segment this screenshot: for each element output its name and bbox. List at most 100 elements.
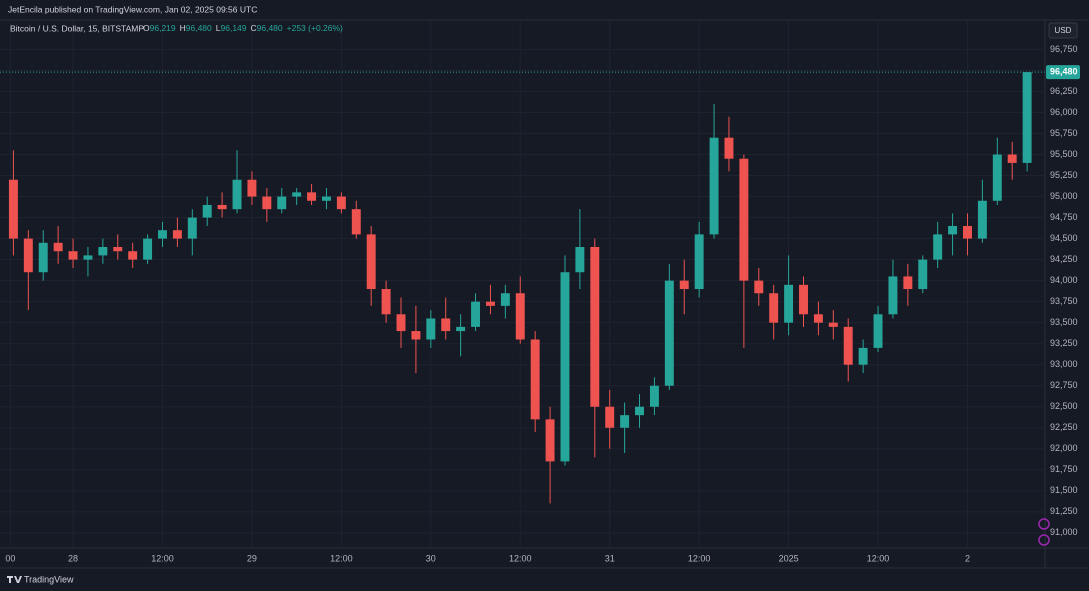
candle-body: [679, 280, 689, 290]
y-tick-label: 91,000: [1050, 527, 1078, 537]
candle-body: [68, 251, 78, 260]
y-tick-label: 91,500: [1050, 485, 1078, 495]
candle-body: [321, 196, 331, 201]
candle-body: [351, 209, 361, 235]
candle-body: [381, 289, 391, 315]
candle-body: [187, 217, 197, 239]
y-tick-label: 96,250: [1050, 86, 1078, 96]
x-tick-label: 2025: [779, 553, 799, 563]
y-tick-label: 94,250: [1050, 254, 1078, 264]
candle-body: [635, 406, 644, 416]
candle-body: [232, 179, 242, 210]
candle-body: [426, 318, 436, 340]
brand-logo: [7, 576, 22, 583]
candle-body: [888, 276, 898, 315]
candle-body: [411, 331, 421, 340]
candle-body: [694, 234, 704, 290]
event-icon[interactable]: [1038, 518, 1050, 530]
candle-body: [530, 339, 540, 420]
candle-body: [38, 242, 48, 273]
candle-body: [605, 406, 615, 428]
y-tick-label: 95,500: [1050, 149, 1078, 159]
legend-change: +253 (+0.26%): [287, 23, 343, 33]
candle-body: [441, 318, 451, 332]
candle-body: [873, 314, 883, 348]
candle-body: [590, 247, 600, 407]
candle-body: [620, 415, 630, 428]
candle-body: [217, 204, 227, 210]
y-tick-label: 91,250: [1050, 506, 1078, 516]
plot-layer: 91,000 91,250 91,500 91,750 92,000 92,250 92,5…: [0, 20, 1080, 563]
candle-body: [977, 200, 987, 239]
candle-body: [202, 204, 212, 218]
published-note: JetEncila published on TradingView.com, …: [8, 4, 257, 14]
legend-value: 96,480: [186, 23, 212, 33]
y-tick-label: 91,750: [1050, 464, 1078, 474]
candle-body: [336, 196, 346, 210]
candle-body: [53, 242, 63, 252]
candle-body: [262, 196, 272, 210]
x-tick-label: 29: [247, 553, 257, 563]
candle-body: [858, 347, 868, 365]
y-tick-label: 96,750: [1050, 44, 1078, 54]
candle-body: [545, 419, 555, 462]
currency-button[interactable]: [1048, 22, 1078, 39]
candle-body: [1022, 72, 1032, 163]
candle-body: [769, 293, 779, 323]
candle-body: [113, 247, 123, 252]
candle-body: [903, 276, 913, 290]
candle-body: [739, 158, 749, 281]
y-tick-label: 93,500: [1050, 317, 1078, 327]
candle-body: [366, 234, 376, 290]
candle-body: [456, 326, 466, 332]
x-tick-label: 2: [965, 553, 970, 563]
legend-key: C: [251, 23, 257, 33]
candle-body: [158, 230, 167, 239]
last-price-label: 96,480: [1050, 67, 1078, 77]
legend-key: L: [216, 23, 221, 33]
candle-body: [1007, 154, 1017, 163]
y-tick-label: 95,000: [1050, 191, 1078, 201]
y-tick-label: 93,750: [1050, 296, 1078, 306]
y-tick-label: 93,000: [1050, 359, 1078, 369]
y-tick-label: 95,750: [1050, 128, 1078, 138]
event-icon[interactable]: [1038, 534, 1050, 546]
candle-body: [709, 137, 719, 235]
x-tick-label: 30: [426, 553, 436, 563]
candle-body: [23, 238, 33, 273]
legend-value: 96,219: [150, 23, 176, 33]
y-tick-label: 92,500: [1050, 401, 1078, 411]
y-tick-label: 92,250: [1050, 422, 1078, 432]
candle-body: [754, 280, 764, 294]
candle-body: [143, 238, 153, 260]
y-tick-label: 94,500: [1050, 233, 1078, 243]
legend-value: 96,480: [257, 23, 283, 33]
candle-body: [784, 284, 794, 323]
candle-body: [948, 225, 958, 235]
candle-body: [471, 301, 481, 327]
legend-key: H: [180, 23, 186, 33]
x-tick-label: 12:00: [688, 553, 711, 563]
candle-body: [575, 247, 585, 273]
candle-body: [813, 314, 823, 323]
x-tick-label: 31: [605, 553, 615, 563]
candle-body: [500, 293, 510, 306]
ohlc-legend: O96,219 H96,480 L96,149 C96,480 +253 (+0.26%…: [143, 23, 343, 33]
legend-key: O: [143, 23, 150, 33]
candle-body: [396, 314, 406, 332]
x-tick-label: 12:00: [867, 553, 890, 563]
y-tick-label: 93,250: [1050, 338, 1078, 348]
currency-label[interactable]: USD: [1055, 26, 1072, 35]
last-price-tag: [1046, 65, 1080, 80]
candle-body: [8, 179, 18, 239]
candle-body: [172, 230, 182, 239]
x-tick-label: 12:00: [151, 553, 174, 563]
x-tick-label: 12:00: [330, 553, 353, 563]
x-tick-label: 12:00: [509, 553, 532, 563]
candle-body: [963, 225, 972, 239]
candle-body: [128, 251, 138, 260]
x-tick-label: 00: [5, 553, 15, 563]
y-tick-label: 92,000: [1050, 443, 1078, 453]
candle-body: [664, 280, 674, 386]
